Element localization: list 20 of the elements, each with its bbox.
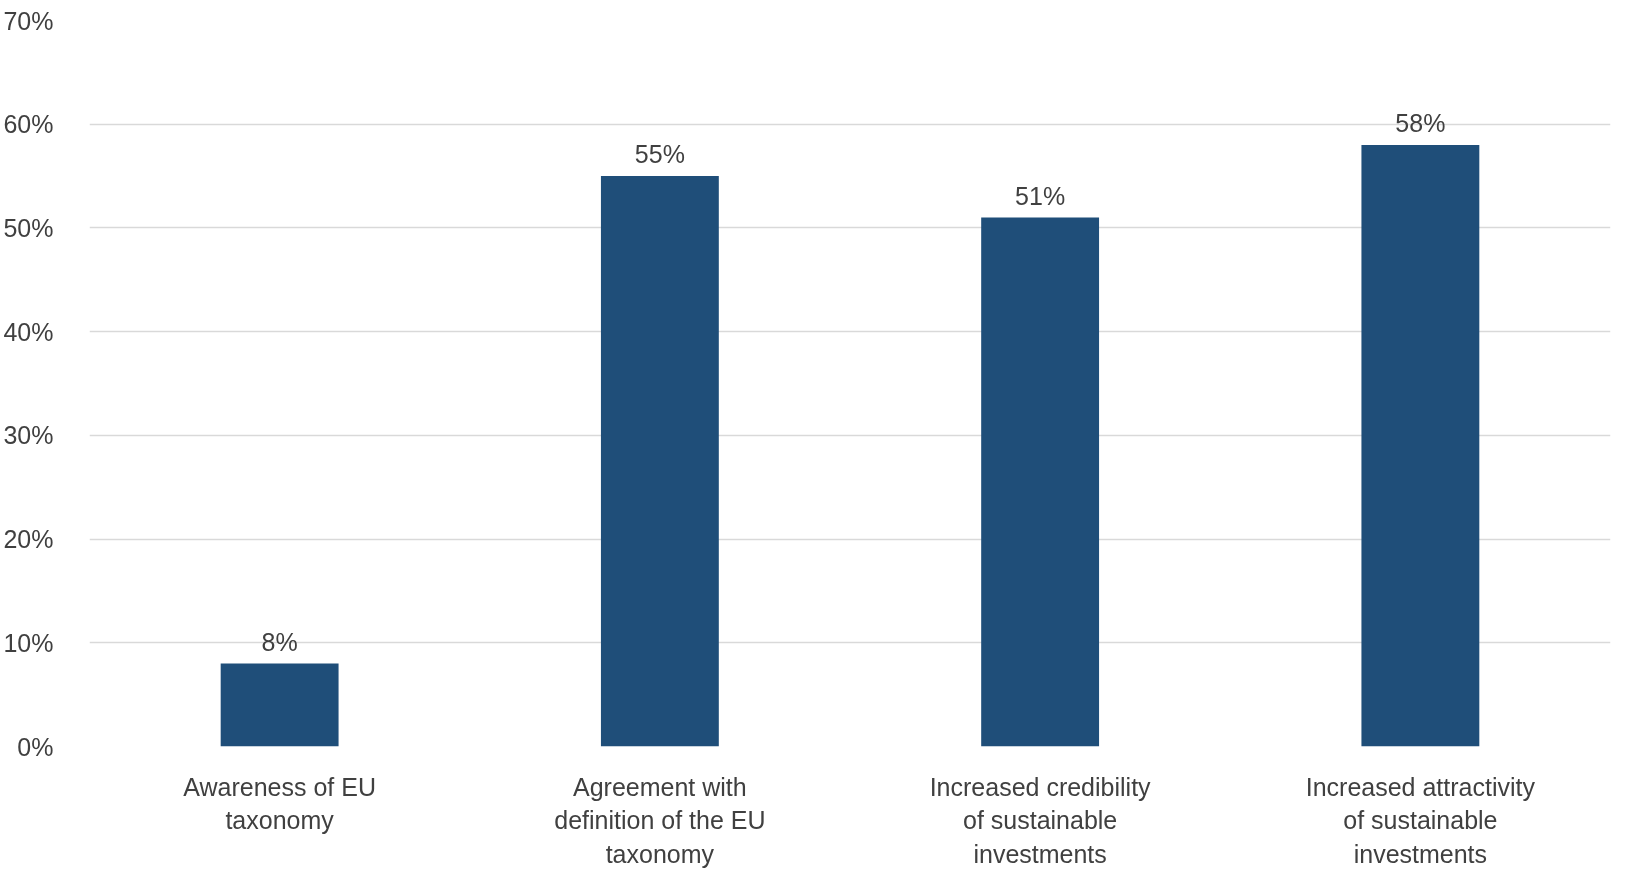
y-tick-label: 40% xyxy=(3,317,54,346)
y-tick-label: 20% xyxy=(3,525,54,554)
x-tick-label: Increased credibility of sustainable investments xyxy=(929,772,1152,868)
bar xyxy=(1361,144,1480,747)
x-tick-label: Agreement with definition of the EU taxonomy xyxy=(554,772,766,868)
x-tick-label: Increased attractivity of sustainable investments xyxy=(1305,772,1536,868)
y-tick-label: 70% xyxy=(3,6,54,35)
y-tick-label: 10% xyxy=(3,628,54,657)
bar xyxy=(600,176,719,747)
y-tick-label: 60% xyxy=(3,110,54,139)
bar xyxy=(981,217,1100,747)
bar xyxy=(220,663,339,747)
data-label: 55% xyxy=(634,140,685,169)
data-label: 58% xyxy=(1395,108,1446,137)
y-tick-label: 50% xyxy=(3,213,54,242)
y-tick-label: 30% xyxy=(3,421,54,450)
data-label: 8% xyxy=(261,627,298,656)
data-label: 51% xyxy=(1015,181,1066,210)
x-tick-label: Awareness of EU taxonomy xyxy=(183,772,376,835)
y-tick-label: 0% xyxy=(17,732,54,761)
